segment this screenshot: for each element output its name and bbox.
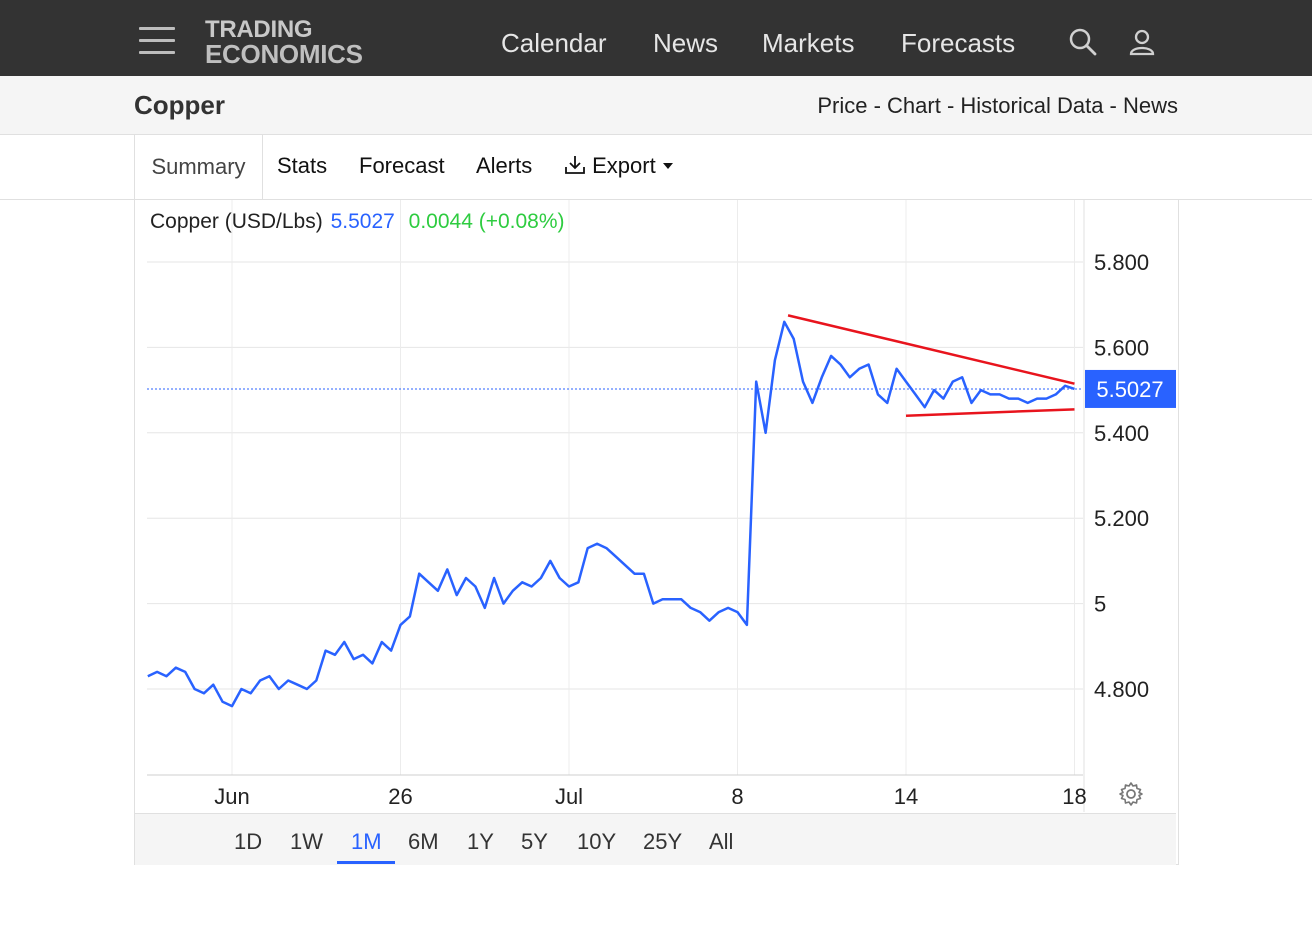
nav-markets[interactable]: Markets [762,28,855,58]
range-6m[interactable]: 6M [408,829,439,854]
x-tick-label: 14 [894,784,918,809]
trendline-lower [905,408,1075,417]
range-1w[interactable]: 1W [290,829,323,854]
tab-bar: Summary Stats Forecast Alerts Export [0,135,1312,200]
header-links[interactable]: Price - Chart - Historical Data - News [817,93,1178,118]
range-5y[interactable]: 5Y [521,829,548,854]
x-tick-label: Jun [214,784,249,809]
range-all[interactable]: All [709,829,734,854]
x-tick-label: Jul [555,784,583,809]
y-tick-label: 5.600 [1094,335,1149,360]
menu-icon[interactable] [139,27,175,57]
active-range-underline [337,861,395,864]
nav-calendar[interactable]: Calendar [501,28,607,58]
last-value-badge [1085,369,1176,408]
x-tick-label: 18 [1062,784,1086,809]
settings-gear-icon[interactable] [1118,781,1144,807]
last-value-label: 5.5027 [1096,377,1163,402]
range-1d[interactable]: 1D [234,829,263,854]
search-icon[interactable] [1068,27,1098,57]
y-tick-label: 5.200 [1094,506,1149,531]
caret-down-icon [662,163,673,169]
y-tick-label: 5 [1094,592,1106,617]
x-tick-label: 26 [388,784,412,809]
quote-change: 0.0044 (+0.08%) [408,210,565,233]
tab-export[interactable]: Export [564,153,674,179]
range-1y[interactable]: 1Y [467,829,494,854]
page-header: Copper Price - Chart - Historical Data -… [0,76,1312,135]
trendline-upper [787,314,1075,385]
page-title: Copper [134,90,225,120]
range-25y[interactable]: 25Y [643,829,683,854]
logo-line1: TRADING [205,16,313,43]
range-selector [135,813,1176,865]
tab-forecast[interactable]: Forecast [359,153,445,178]
tab-stats[interactable]: Stats [277,153,328,178]
top-navbar: TRADING ECONOMICS Calendar News Markets … [0,0,1312,76]
quote-name: Copper (USD/Lbs) [150,210,323,233]
tab-summary[interactable]: Summary [134,135,263,199]
nav-news[interactable]: News [653,28,719,58]
user-icon[interactable] [1127,27,1157,57]
site-logo[interactable]: TRADING ECONOMICS [205,16,363,69]
nav-forecasts[interactable]: Forecasts [901,28,1016,58]
x-tick-label: 8 [731,784,743,809]
range-10y[interactable]: 10Y [577,829,617,854]
logo-line2: ECONOMICS [205,38,363,69]
quote-line: Copper (USD/Lbs) 5.5027 0.0044 (+0.08%) [150,210,565,234]
tab-alerts[interactable]: Alerts [476,153,533,178]
download-icon [565,156,585,174]
y-tick-label: 5.800 [1094,250,1149,275]
range-1m[interactable]: 1M [351,829,382,854]
series-line-copper[interactable] [147,320,1075,708]
y-tick-label: 4.800 [1094,677,1149,702]
quote-price: 5.5027 [330,210,395,233]
export-label: Export [592,153,656,178]
y-tick-label: 5.400 [1094,421,1149,446]
